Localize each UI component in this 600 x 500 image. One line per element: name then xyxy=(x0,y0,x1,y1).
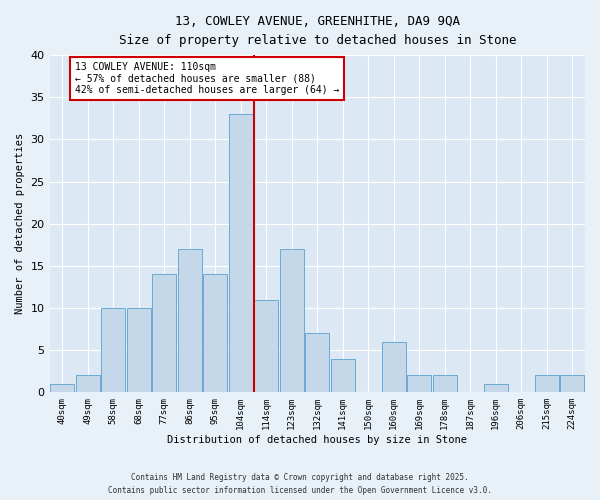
Bar xyxy=(101,308,125,392)
Bar xyxy=(560,376,584,392)
Bar xyxy=(382,342,406,392)
Bar xyxy=(127,308,151,392)
Bar xyxy=(331,358,355,392)
Title: 13, COWLEY AVENUE, GREENHITHE, DA9 9QA
Size of property relative to detached hou: 13, COWLEY AVENUE, GREENHITHE, DA9 9QA S… xyxy=(119,15,516,47)
Bar xyxy=(433,376,457,392)
Bar xyxy=(229,114,253,392)
Bar xyxy=(535,376,559,392)
Bar xyxy=(50,384,74,392)
Bar xyxy=(280,249,304,392)
Bar xyxy=(203,274,227,392)
Bar xyxy=(254,300,278,392)
Text: 13 COWLEY AVENUE: 110sqm
← 57% of detached houses are smaller (88)
42% of semi-d: 13 COWLEY AVENUE: 110sqm ← 57% of detach… xyxy=(75,62,340,95)
X-axis label: Distribution of detached houses by size in Stone: Distribution of detached houses by size … xyxy=(167,435,467,445)
Bar xyxy=(76,376,100,392)
Bar xyxy=(178,249,202,392)
Bar xyxy=(484,384,508,392)
Text: Contains HM Land Registry data © Crown copyright and database right 2025.
Contai: Contains HM Land Registry data © Crown c… xyxy=(108,474,492,495)
Bar xyxy=(407,376,431,392)
Bar xyxy=(305,334,329,392)
Y-axis label: Number of detached properties: Number of detached properties xyxy=(15,133,25,314)
Bar xyxy=(152,274,176,392)
